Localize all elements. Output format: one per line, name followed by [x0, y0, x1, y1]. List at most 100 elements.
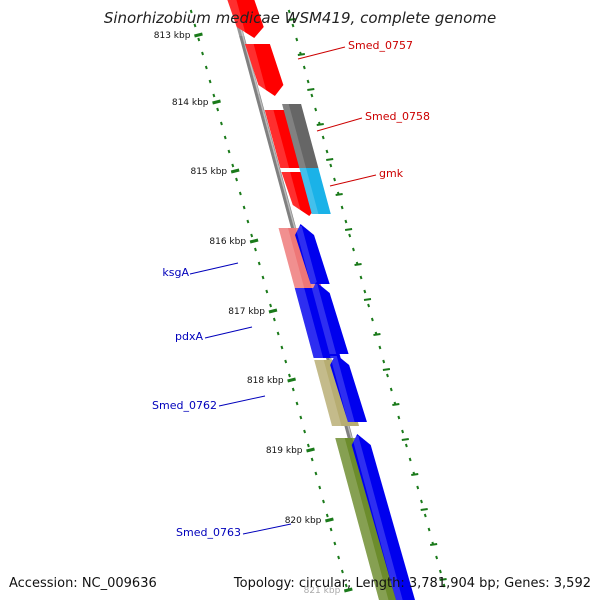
scale-dot-right	[359, 275, 363, 280]
scale-dot-right	[352, 247, 355, 252]
scale-dash-right	[297, 53, 305, 56]
scale-dot-right	[344, 219, 348, 224]
scale-dot-right	[367, 303, 371, 308]
scale-dot-left	[235, 177, 239, 182]
gene-label-ksga: ksgA	[162, 266, 189, 279]
tick-label: 814 kbp	[172, 98, 209, 108]
tick-label: 819 kbp	[266, 446, 303, 456]
scale-dot-left	[219, 121, 223, 126]
scale-dot-right	[306, 79, 310, 84]
scale-dot-right	[382, 359, 386, 364]
gene-label-gmk: gmk	[379, 167, 404, 180]
scale-dot-left	[340, 569, 344, 574]
scale-dot-left	[254, 247, 257, 252]
scale-dot-right	[340, 205, 344, 210]
scale-dot-left	[227, 149, 231, 154]
scale-dash-right	[326, 158, 334, 161]
gene-shading	[264, 110, 290, 168]
callout-line	[316, 117, 363, 132]
scale-dot-left	[257, 261, 261, 266]
scale-dot-left	[269, 303, 273, 308]
scale-dot-left	[216, 107, 220, 112]
map-title: Sinorhizobium medicae WSM419, complete g…	[104, 9, 496, 27]
gene-blue-2	[310, 282, 349, 354]
scale-dash-right	[411, 473, 419, 476]
tick-label: 821 kbp	[304, 586, 341, 596]
scale-dot-right	[287, 9, 291, 14]
scale-dash-right	[373, 333, 381, 336]
scale-dot-right	[325, 149, 329, 154]
gene-shading	[244, 44, 268, 94]
scale-dot-right	[401, 429, 405, 434]
major-tick	[343, 587, 353, 593]
gene-label-smed-0758: Smed_0758	[365, 110, 430, 123]
scale-dot-left	[208, 79, 212, 84]
scale-dot-right	[435, 555, 439, 560]
scale-dot-right	[295, 37, 299, 42]
callout-line	[218, 395, 266, 407]
scale-dot-left	[333, 541, 337, 546]
scale-dot-left	[337, 555, 341, 560]
scale-dot-right	[333, 177, 337, 182]
scale-dash-right	[344, 228, 353, 231]
scale-dot-left	[223, 135, 227, 140]
scale-dot-right	[438, 569, 442, 574]
tick-label: 818 kbp	[247, 376, 284, 386]
scale-dot-left	[322, 499, 325, 504]
gene-shading	[295, 226, 318, 284]
scale-dash-right	[363, 298, 372, 301]
scale-dot-right	[416, 485, 420, 490]
scale-dot-right	[404, 443, 408, 448]
major-tick	[249, 238, 259, 244]
scale-dash-right	[392, 403, 400, 406]
gene-label-smed-0763: Smed_0763	[176, 526, 241, 539]
scale-dash-right	[307, 88, 315, 91]
tick-label: 820 kbp	[285, 516, 322, 526]
scale-dot-right	[302, 65, 306, 70]
minor-tick-dots	[189, 9, 447, 588]
major-tick	[325, 517, 334, 523]
scale-dot-left	[231, 163, 235, 168]
accession-text: Accession: NC_009636	[9, 576, 157, 591]
scale-dot-left	[314, 471, 318, 476]
scale-dot-left	[201, 51, 204, 56]
gene-label-smed-0757: Smed_0757	[348, 39, 413, 52]
scale-dot-left	[329, 527, 333, 532]
scale-dot-left	[280, 345, 284, 350]
scale-dash-right	[439, 578, 447, 581]
scale-dot-left	[265, 289, 269, 294]
gene-shading	[278, 228, 305, 288]
scale-dot-right	[321, 135, 325, 140]
scale-dot-right	[423, 513, 427, 518]
scale-dash-right	[335, 193, 343, 196]
callout-line	[242, 523, 292, 535]
gene-smed-0758	[282, 104, 319, 168]
gene-shading	[281, 172, 302, 214]
gene-smed-0757	[244, 44, 284, 96]
scale-dot-left	[284, 359, 288, 364]
scale-dot-left	[291, 387, 295, 392]
scale-dash-right	[288, 18, 296, 21]
gene-shading	[314, 360, 342, 426]
scale-dash-right	[420, 508, 428, 511]
scale-dot-left	[204, 65, 208, 70]
major-tick	[306, 447, 315, 453]
scale-dot-left	[197, 37, 201, 42]
scale-dot-left	[288, 373, 291, 378]
topology-text: Topology: circular; Length: 3,781,904 bp…	[233, 576, 591, 591]
scale-dot-left	[299, 415, 303, 420]
scale-dot-left	[303, 429, 307, 434]
scale-dot-right	[348, 233, 352, 238]
gene-label-pdxa: pdxA	[175, 330, 203, 343]
scale-dot-left	[212, 93, 216, 98]
scale-dot-right	[389, 387, 393, 392]
scale-dot-left	[238, 191, 242, 196]
gene-shading	[351, 436, 403, 600]
tick-label: 816 kbp	[209, 237, 246, 247]
scale-dot-right	[427, 527, 431, 532]
callout-line	[204, 326, 253, 339]
scale-dot-left	[318, 485, 322, 490]
